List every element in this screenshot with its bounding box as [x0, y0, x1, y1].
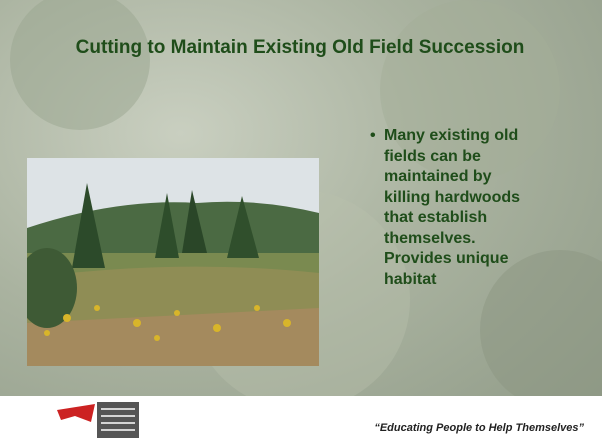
bullet-text: Many existing old fields can be maintain… [384, 127, 521, 288]
footer-quote: “Educating People to Help Themselves” [374, 422, 584, 434]
slide-title: Cutting to Maintain Existing Old Field S… [75, 37, 525, 58]
bullet-dot: • [370, 127, 376, 144]
bullet-item: • Many existing old fields can be mainta… [370, 126, 530, 290]
logo [57, 402, 139, 438]
field-photo [27, 158, 319, 366]
footer: “Educating People to Help Themselves” [0, 396, 602, 444]
